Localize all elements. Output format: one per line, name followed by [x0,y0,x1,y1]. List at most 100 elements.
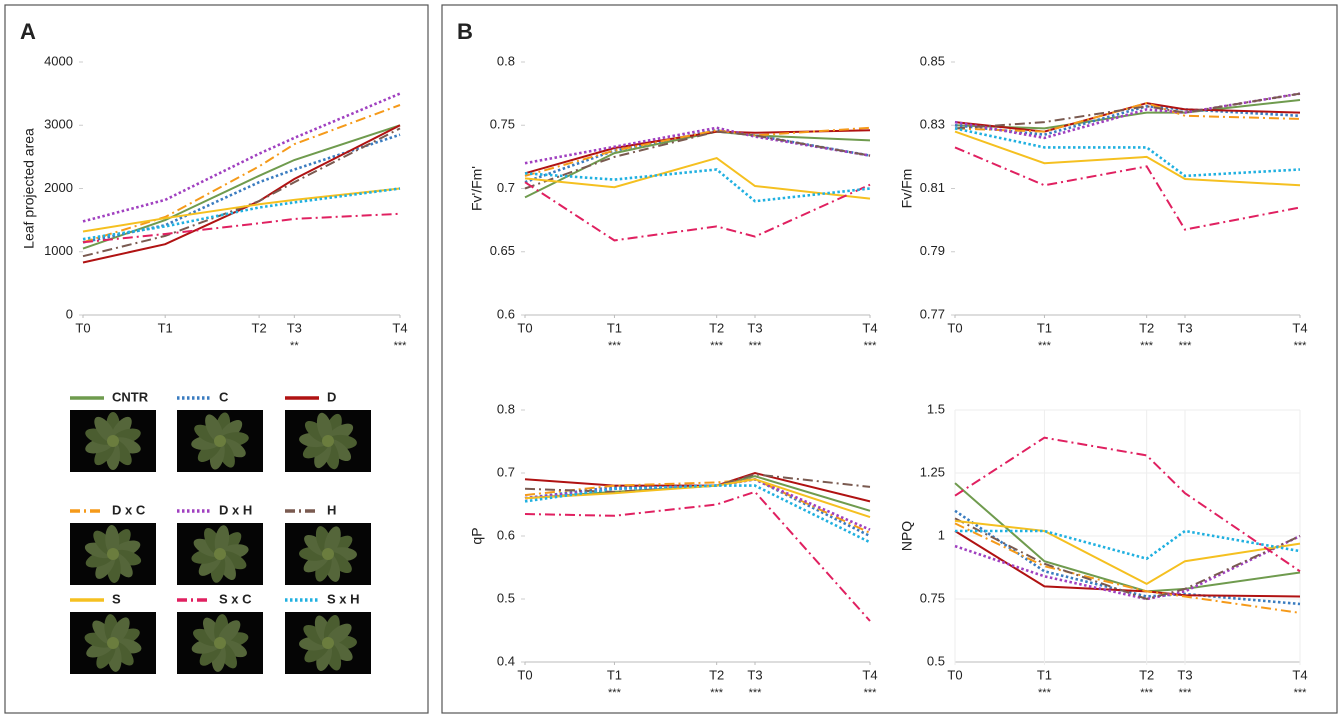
y-tick-label: 2000 [44,180,73,195]
x-tick-label: T4 [1292,667,1307,682]
plant-leaf [214,525,230,556]
x-tick-label: T4 [392,320,407,335]
significance-mark: *** [864,687,878,699]
series-line [82,104,401,244]
x-tick-label: T1 [607,667,622,682]
legend-label: S x H [327,591,360,606]
panel-b-frame [441,4,1338,714]
series-line [82,133,401,244]
series-line [82,212,401,244]
legend-label: C [219,389,229,404]
series-line [954,102,1301,133]
x-tick-label: T3 [747,667,762,682]
series-line [524,478,871,519]
x-tick-label: T3 [747,320,762,335]
plant-center [107,548,119,560]
series-line [954,522,1301,614]
y-tick-label: 0.79 [920,243,945,258]
y-tick-label: 1.25 [920,464,945,479]
series-line [954,517,1301,601]
x-tick-label: T2 [709,667,724,682]
plant-center [107,637,119,649]
x-tick-label: T0 [947,667,962,682]
series-line [524,157,871,200]
y-tick-label: 0.85 [920,53,945,68]
y-tick-label: 4000 [44,53,73,68]
significance-mark: *** [1294,687,1308,699]
significance-mark: *** [394,340,408,352]
series-line [954,146,1301,231]
significance-mark: *** [1038,340,1052,352]
plant-center [322,435,334,447]
x-tick-label: T0 [517,320,532,335]
series-line [955,529,1301,561]
y-tick-label: 0.5 [927,653,945,668]
y-tick-label: 0.8 [497,401,515,416]
y-axis-label: Fv'/Fm' [469,166,485,211]
y-tick-label: 0.75 [490,117,515,132]
x-tick-label: T1 [1037,320,1052,335]
series-line [954,92,1301,140]
plant-leaf [324,526,341,556]
series-line [82,92,401,223]
significance-mark: *** [1140,340,1154,352]
significance-mark: *** [864,340,878,352]
x-tick-label: T2 [709,320,724,335]
series-line [524,168,871,203]
y-tick-label: 0 [66,306,73,321]
legend-label: H [327,502,336,517]
series-line [524,128,871,184]
significance-mark: *** [1294,340,1308,352]
y-tick-label: 1.5 [927,401,945,416]
y-tick-label: 1000 [44,243,73,258]
y-tick-label: 0.75 [920,590,945,605]
x-tick-label: T0 [947,320,962,335]
plant-center [214,548,226,560]
x-tick-label: T3 [287,320,302,335]
x-tick-label: T1 [158,320,173,335]
significance-mark: *** [1179,687,1193,699]
significance-mark: *** [1140,687,1154,699]
y-tick-label: 0.77 [920,306,945,321]
y-tick-label: 0.7 [497,180,515,195]
plant-center [107,435,119,447]
x-tick-label: T0 [75,320,90,335]
series-line [524,484,871,544]
series-line [954,104,1301,137]
y-tick-label: 1 [938,527,945,542]
series-line [524,181,871,242]
y-tick-label: 0.6 [497,527,515,542]
significance-mark: *** [608,340,622,352]
series-line [82,187,401,241]
y-axis-label: qP [469,527,485,544]
legend-label: CNTR [112,389,149,404]
x-tick-label: T3 [1177,320,1192,335]
y-tick-label: 3000 [44,117,73,132]
x-tick-label: T4 [862,320,877,335]
panel-a-frame [4,4,429,714]
y-tick-label: 0.4 [497,653,515,668]
y-tick-label: 0.6 [497,306,515,321]
legend-label: D [327,389,336,404]
legend-label: D x C [112,502,146,517]
panel-label: B [457,19,473,44]
series-line [524,130,871,190]
x-tick-label: T4 [862,667,877,682]
plant-center [322,548,334,560]
x-tick-label: T4 [1292,320,1307,335]
panel-label: A [20,19,36,44]
significance-mark: *** [608,687,622,699]
legend-label: S [112,591,121,606]
significance-mark: ** [290,340,299,352]
series-line [82,124,401,250]
significance-mark: *** [749,340,763,352]
significance-mark: *** [749,687,763,699]
x-tick-label: T2 [252,320,267,335]
y-axis-label: Leaf projected area [21,128,37,249]
series-line [524,126,871,165]
significance-mark: *** [710,340,724,352]
significance-mark: *** [1179,340,1193,352]
x-tick-label: T2 [1139,667,1154,682]
y-tick-label: 0.83 [920,117,945,132]
